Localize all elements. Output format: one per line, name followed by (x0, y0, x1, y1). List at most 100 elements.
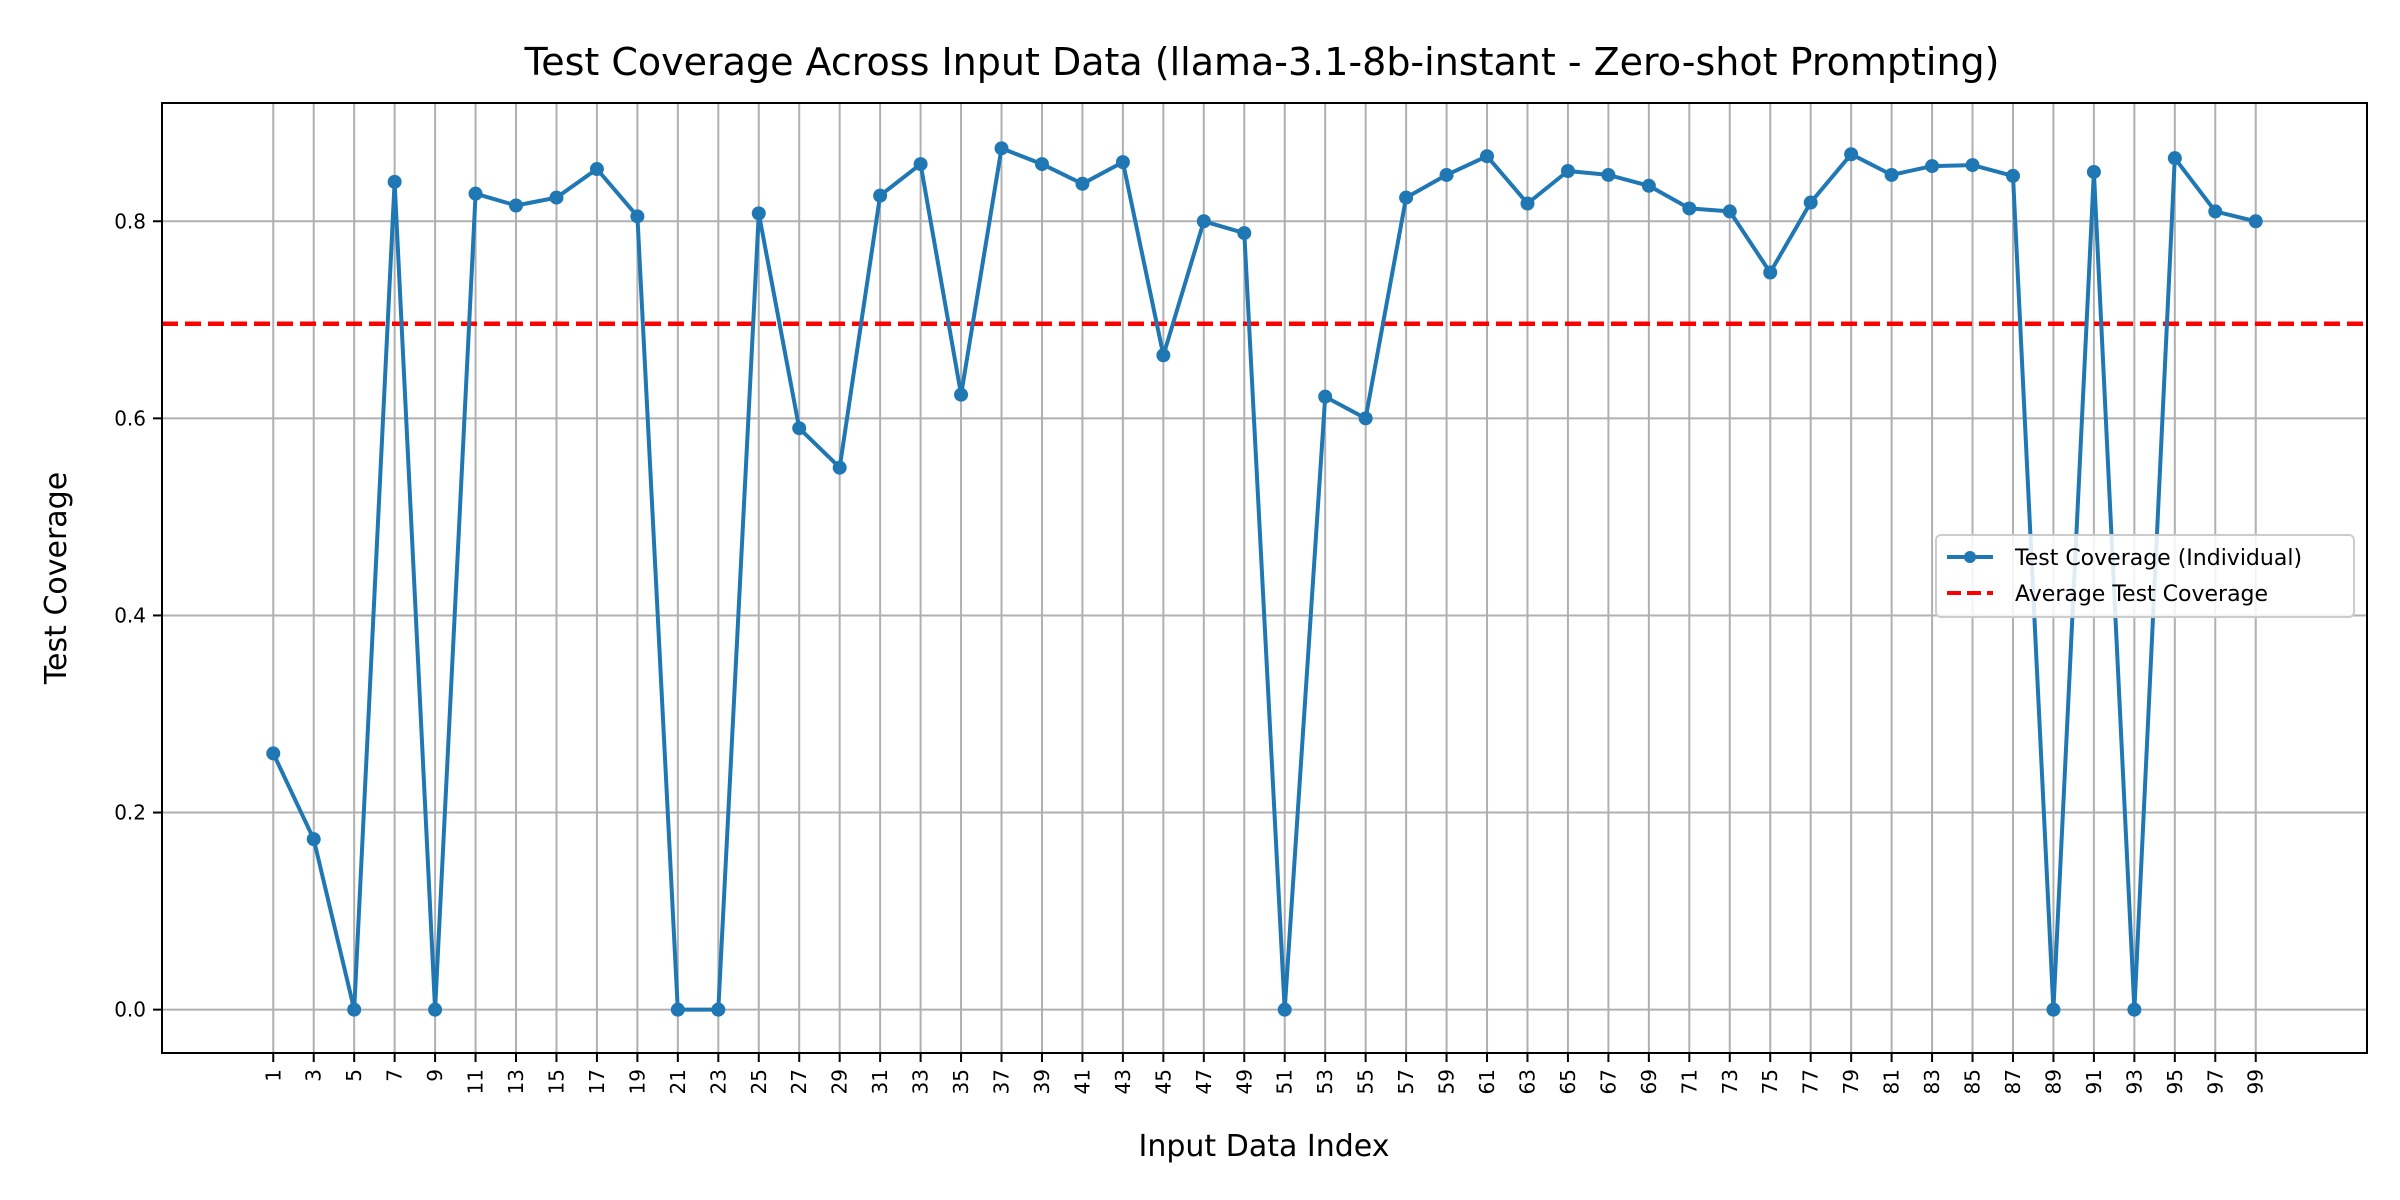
x-axis: 1 3 5 7 9 11 13 15 17 19 21 23 25 27 29 31 33 35 37 39 41 43 4… (261, 1053, 2268, 1094)
x-tick-label: 43 (1111, 1069, 1135, 1094)
x-tick-label: 97 (2203, 1069, 2227, 1094)
x-tick-label: 27 (787, 1069, 811, 1094)
x-tick-label: 61 (1475, 1069, 1499, 1094)
x-tick-label: 77 (1799, 1069, 1823, 1094)
data-point (589, 162, 604, 177)
x-tick-label: 5 (342, 1069, 366, 1082)
data-point (1965, 158, 1980, 173)
data-point (2005, 168, 2020, 183)
data-point (428, 1002, 443, 1017)
x-tick-label: 33 (909, 1069, 933, 1094)
x-tick-label: 83 (1920, 1069, 1944, 1094)
x-tick-label: 35 (949, 1069, 973, 1094)
legend-marker-dot-individual (1964, 551, 1976, 563)
x-tick-label: 93 (2122, 1069, 2146, 1094)
data-point (468, 186, 483, 201)
data-point (2208, 204, 2223, 219)
x-tick-label: 45 (1151, 1069, 1175, 1094)
data-point (630, 209, 645, 224)
data-point (266, 746, 281, 761)
x-tick-label: 65 (1556, 1069, 1580, 1094)
x-tick-label: 91 (2082, 1069, 2106, 1094)
data-point (1803, 195, 1818, 210)
y-axis: 0.0 0.2 0.4 0.6 0.8 (114, 209, 162, 1022)
data-point (873, 188, 888, 203)
data-point (1399, 190, 1414, 205)
data-point (954, 387, 969, 402)
x-tick-label: 1 (261, 1069, 285, 1082)
x-tick-label: 67 (1596, 1069, 1620, 1094)
data-point (2127, 1002, 2142, 1017)
x-tick-label: 55 (1354, 1069, 1378, 1094)
data-point (711, 1002, 726, 1017)
x-tick-label: 17 (585, 1069, 609, 1094)
x-tick-label: 85 (1961, 1069, 1985, 1094)
data-point (1925, 159, 1940, 174)
data-point (1277, 1002, 1292, 1017)
x-tick-label: 71 (1677, 1069, 1701, 1094)
data-point (1034, 157, 1049, 172)
data-point (2086, 164, 2101, 179)
legend: Test Coverage (Individual) Average Test … (1935, 534, 2355, 618)
data-point (913, 157, 928, 172)
data-point (347, 1002, 362, 1017)
x-tick-label: 59 (1435, 1069, 1459, 1094)
x-tick-label: 21 (666, 1069, 690, 1094)
x-tick-label: 3 (302, 1069, 326, 1082)
x-tick-label: 57 (1394, 1069, 1418, 1094)
x-tick-label: 73 (1718, 1069, 1742, 1094)
data-point (1763, 265, 1778, 280)
data-point (832, 460, 847, 475)
x-tick-label: 95 (2163, 1069, 2187, 1094)
y-tick-label: 0.4 (114, 603, 146, 627)
data-point (1641, 178, 1656, 193)
data-point (1601, 167, 1616, 182)
x-tick-label: 29 (828, 1069, 852, 1094)
x-tick-label: 63 (1515, 1069, 1539, 1094)
x-tick-label: 47 (1192, 1069, 1216, 1094)
legend-box (1935, 534, 2355, 618)
data-point (1196, 214, 1211, 229)
y-tick-label: 0.2 (114, 801, 146, 825)
x-tick-label: 53 (1313, 1069, 1337, 1094)
x-tick-label: 99 (2244, 1069, 2268, 1094)
data-point (1480, 149, 1495, 164)
data-point (509, 198, 524, 213)
data-point (670, 1002, 685, 1017)
x-axis-label: Input Data Index (1139, 1129, 1390, 1164)
data-point (1682, 201, 1697, 216)
x-tick-label: 11 (464, 1069, 488, 1094)
x-tick-label: 31 (868, 1069, 892, 1094)
y-axis-label: Test Coverage (39, 472, 74, 685)
legend-label-average: Average Test Coverage (2015, 582, 2268, 607)
data-point (2046, 1002, 2061, 1017)
x-tick-label: 9 (423, 1069, 447, 1082)
x-tick-label: 81 (1880, 1069, 1904, 1094)
x-tick-label: 79 (1839, 1069, 1863, 1094)
data-point (792, 421, 807, 436)
x-tick-label: 87 (2001, 1069, 2025, 1094)
data-point (1560, 163, 1575, 178)
data-point (306, 832, 321, 847)
x-tick-label: 23 (706, 1069, 730, 1094)
data-point (994, 141, 1009, 156)
data-point (1318, 389, 1333, 404)
x-tick-label: 13 (504, 1069, 528, 1094)
data-point (1884, 167, 1899, 182)
legend-label-individual: Test Coverage (Individual) (2014, 546, 2302, 571)
x-tick-label: 69 (1637, 1069, 1661, 1094)
chart-title: Test Coverage Across Input Data (llama-3… (523, 40, 1999, 84)
series-group (266, 141, 2263, 1017)
x-tick-label: 49 (1232, 1069, 1256, 1094)
data-point (1237, 226, 1252, 241)
data-point (549, 190, 564, 205)
x-tick-label: 7 (383, 1069, 407, 1082)
x-tick-label: 51 (1273, 1069, 1297, 1094)
data-point (2248, 214, 2263, 229)
data-point (1844, 147, 1859, 162)
data-point (1439, 167, 1454, 182)
x-tick-label: 75 (1758, 1069, 1782, 1094)
x-tick-label: 25 (747, 1069, 771, 1094)
data-point (751, 206, 766, 221)
